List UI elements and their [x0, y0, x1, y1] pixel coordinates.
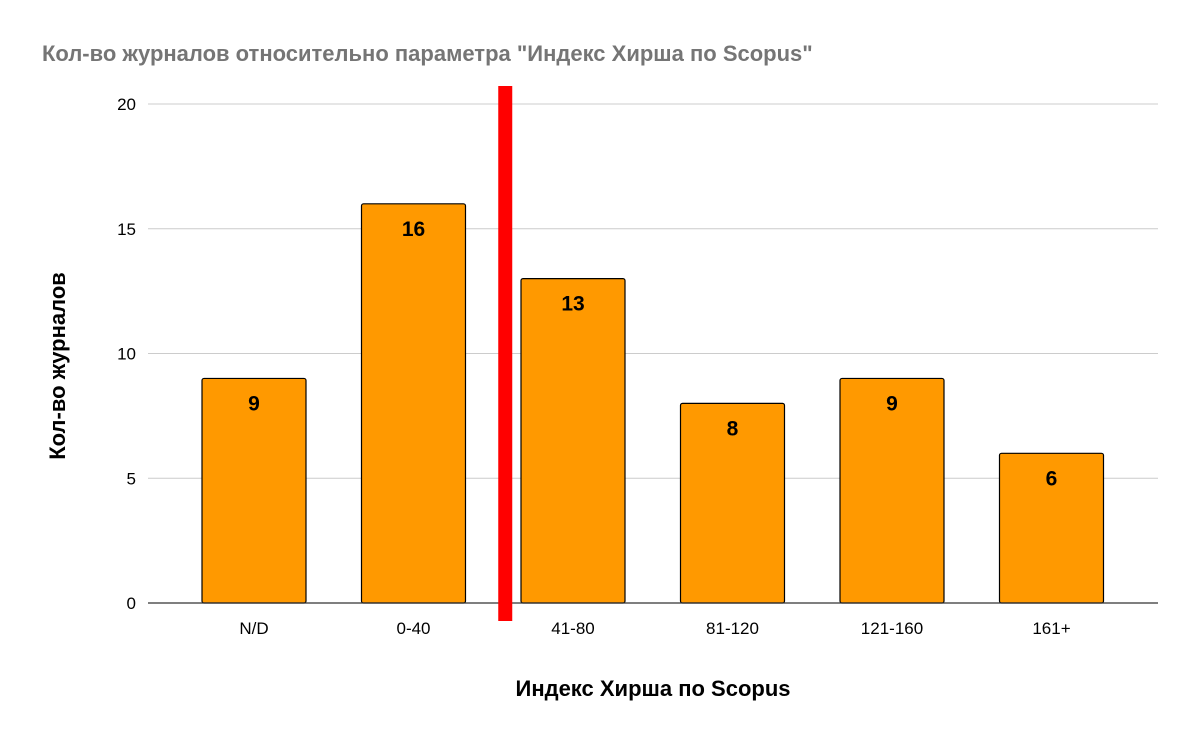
data-labels: 9 16 13 8 9 6	[248, 218, 1058, 490]
x-tick-label: 0-40	[396, 619, 430, 638]
divider	[498, 86, 513, 621]
chart-title: Кол-во журналов относительно параметра "…	[42, 41, 813, 66]
y-axis-title: Кол-во журналов	[45, 272, 70, 460]
data-label: 16	[402, 218, 425, 241]
gridlines	[148, 103, 1158, 479]
data-label: 13	[561, 293, 584, 316]
x-tick-label: 41-80	[551, 619, 594, 638]
x-tick-label: 161+	[1032, 619, 1070, 638]
data-label: 6	[1046, 467, 1058, 490]
data-label: 8	[727, 417, 739, 440]
y-tick-label: 15	[117, 220, 136, 239]
red-divider-line	[498, 86, 513, 621]
x-tick-label: N/D	[239, 619, 268, 638]
y-tick-label: 20	[117, 95, 136, 114]
bar-0-40	[360, 203, 467, 604]
y-tick-label: 5	[127, 469, 136, 488]
data-label: 9	[886, 392, 898, 415]
x-axis-title: Индекс Хирша по Scopus	[515, 676, 791, 701]
x-tick-labels: N/D 0-40 41-80 81-120 121-160 161+	[239, 619, 1070, 638]
x-tick-label: 81-120	[706, 619, 759, 638]
y-tick-label: 10	[117, 345, 136, 364]
y-tick-label: 0	[127, 594, 136, 613]
data-label: 9	[248, 392, 260, 415]
bars	[201, 203, 1105, 604]
bar-41-80	[520, 278, 626, 604]
x-tick-label: 121-160	[861, 619, 923, 638]
y-tick-labels: 0 5 10 15 20	[117, 95, 136, 613]
